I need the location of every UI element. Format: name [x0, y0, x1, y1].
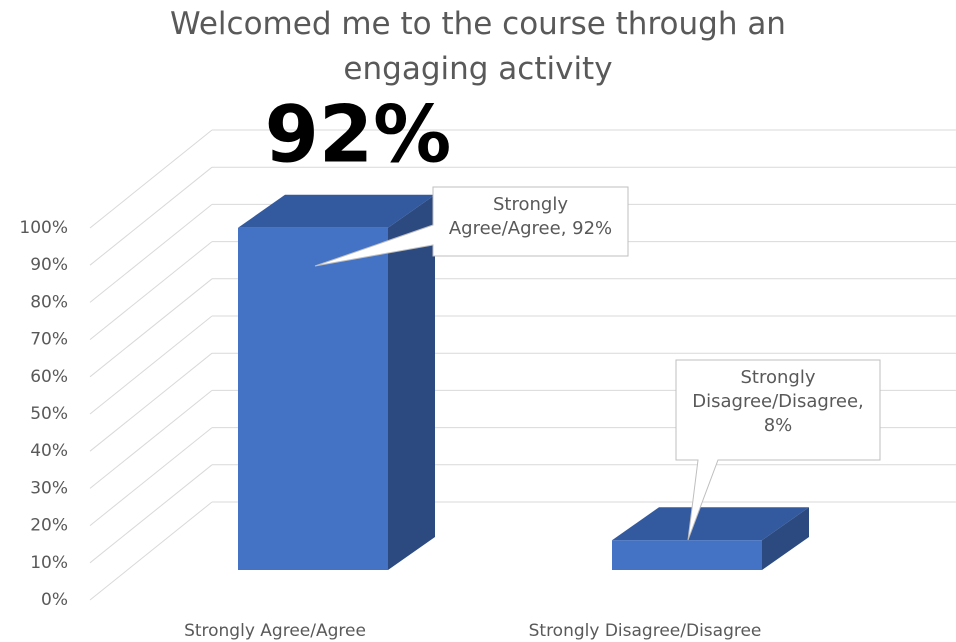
callout-box — [314, 186, 629, 267]
y-tick-label: 80% — [30, 292, 68, 312]
y-tick-label: 0% — [41, 590, 68, 610]
grid-line — [89, 278, 213, 378]
grid-line — [89, 204, 213, 303]
grid-line — [89, 241, 213, 340]
y-tick-label: 100% — [19, 218, 68, 238]
bar-top — [612, 507, 809, 541]
x-tick-label: Strongly Agree/Agree — [184, 621, 366, 641]
grid-line — [89, 501, 213, 601]
grid-line — [89, 390, 213, 489]
bar — [612, 540, 762, 570]
value-label: Strongly Agree/Agree, 92% — [448, 194, 613, 239]
annotation: 92% — [265, 90, 452, 180]
y-tick-label: 60% — [30, 367, 68, 387]
callout-box — [675, 359, 881, 541]
bar-side — [388, 194, 435, 570]
grid-line — [89, 427, 213, 526]
y-tick-label: 30% — [30, 478, 68, 498]
x-tick-label: Strongly Disagree/Disagree — [529, 621, 762, 641]
bar — [238, 227, 388, 570]
bar-top — [238, 194, 435, 228]
grid-line — [89, 315, 213, 415]
grid-line — [89, 464, 213, 564]
chart-title: Welcomed me to the course through an eng… — [170, 6, 786, 87]
y-tick-label: 40% — [30, 441, 68, 461]
grid-line — [89, 166, 213, 266]
y-tick-label: 10% — [30, 553, 68, 573]
y-tick-label: 90% — [30, 255, 68, 275]
grid-line — [89, 129, 213, 229]
y-tick-label: 20% — [30, 516, 68, 536]
value-label: Strongly Disagree/Disagree, 8% — [692, 367, 864, 436]
callout: Strongly Agree/Agree, 92% — [448, 194, 613, 239]
grid-line — [89, 352, 213, 452]
y-tick-label: 70% — [30, 330, 68, 350]
y-tick-label: 50% — [30, 404, 68, 424]
bar-side — [762, 507, 809, 570]
callout: Strongly Disagree/Disagree, 8% — [692, 367, 864, 436]
title-box: Welcomed me to the course through an eng… — [170, 6, 786, 87]
